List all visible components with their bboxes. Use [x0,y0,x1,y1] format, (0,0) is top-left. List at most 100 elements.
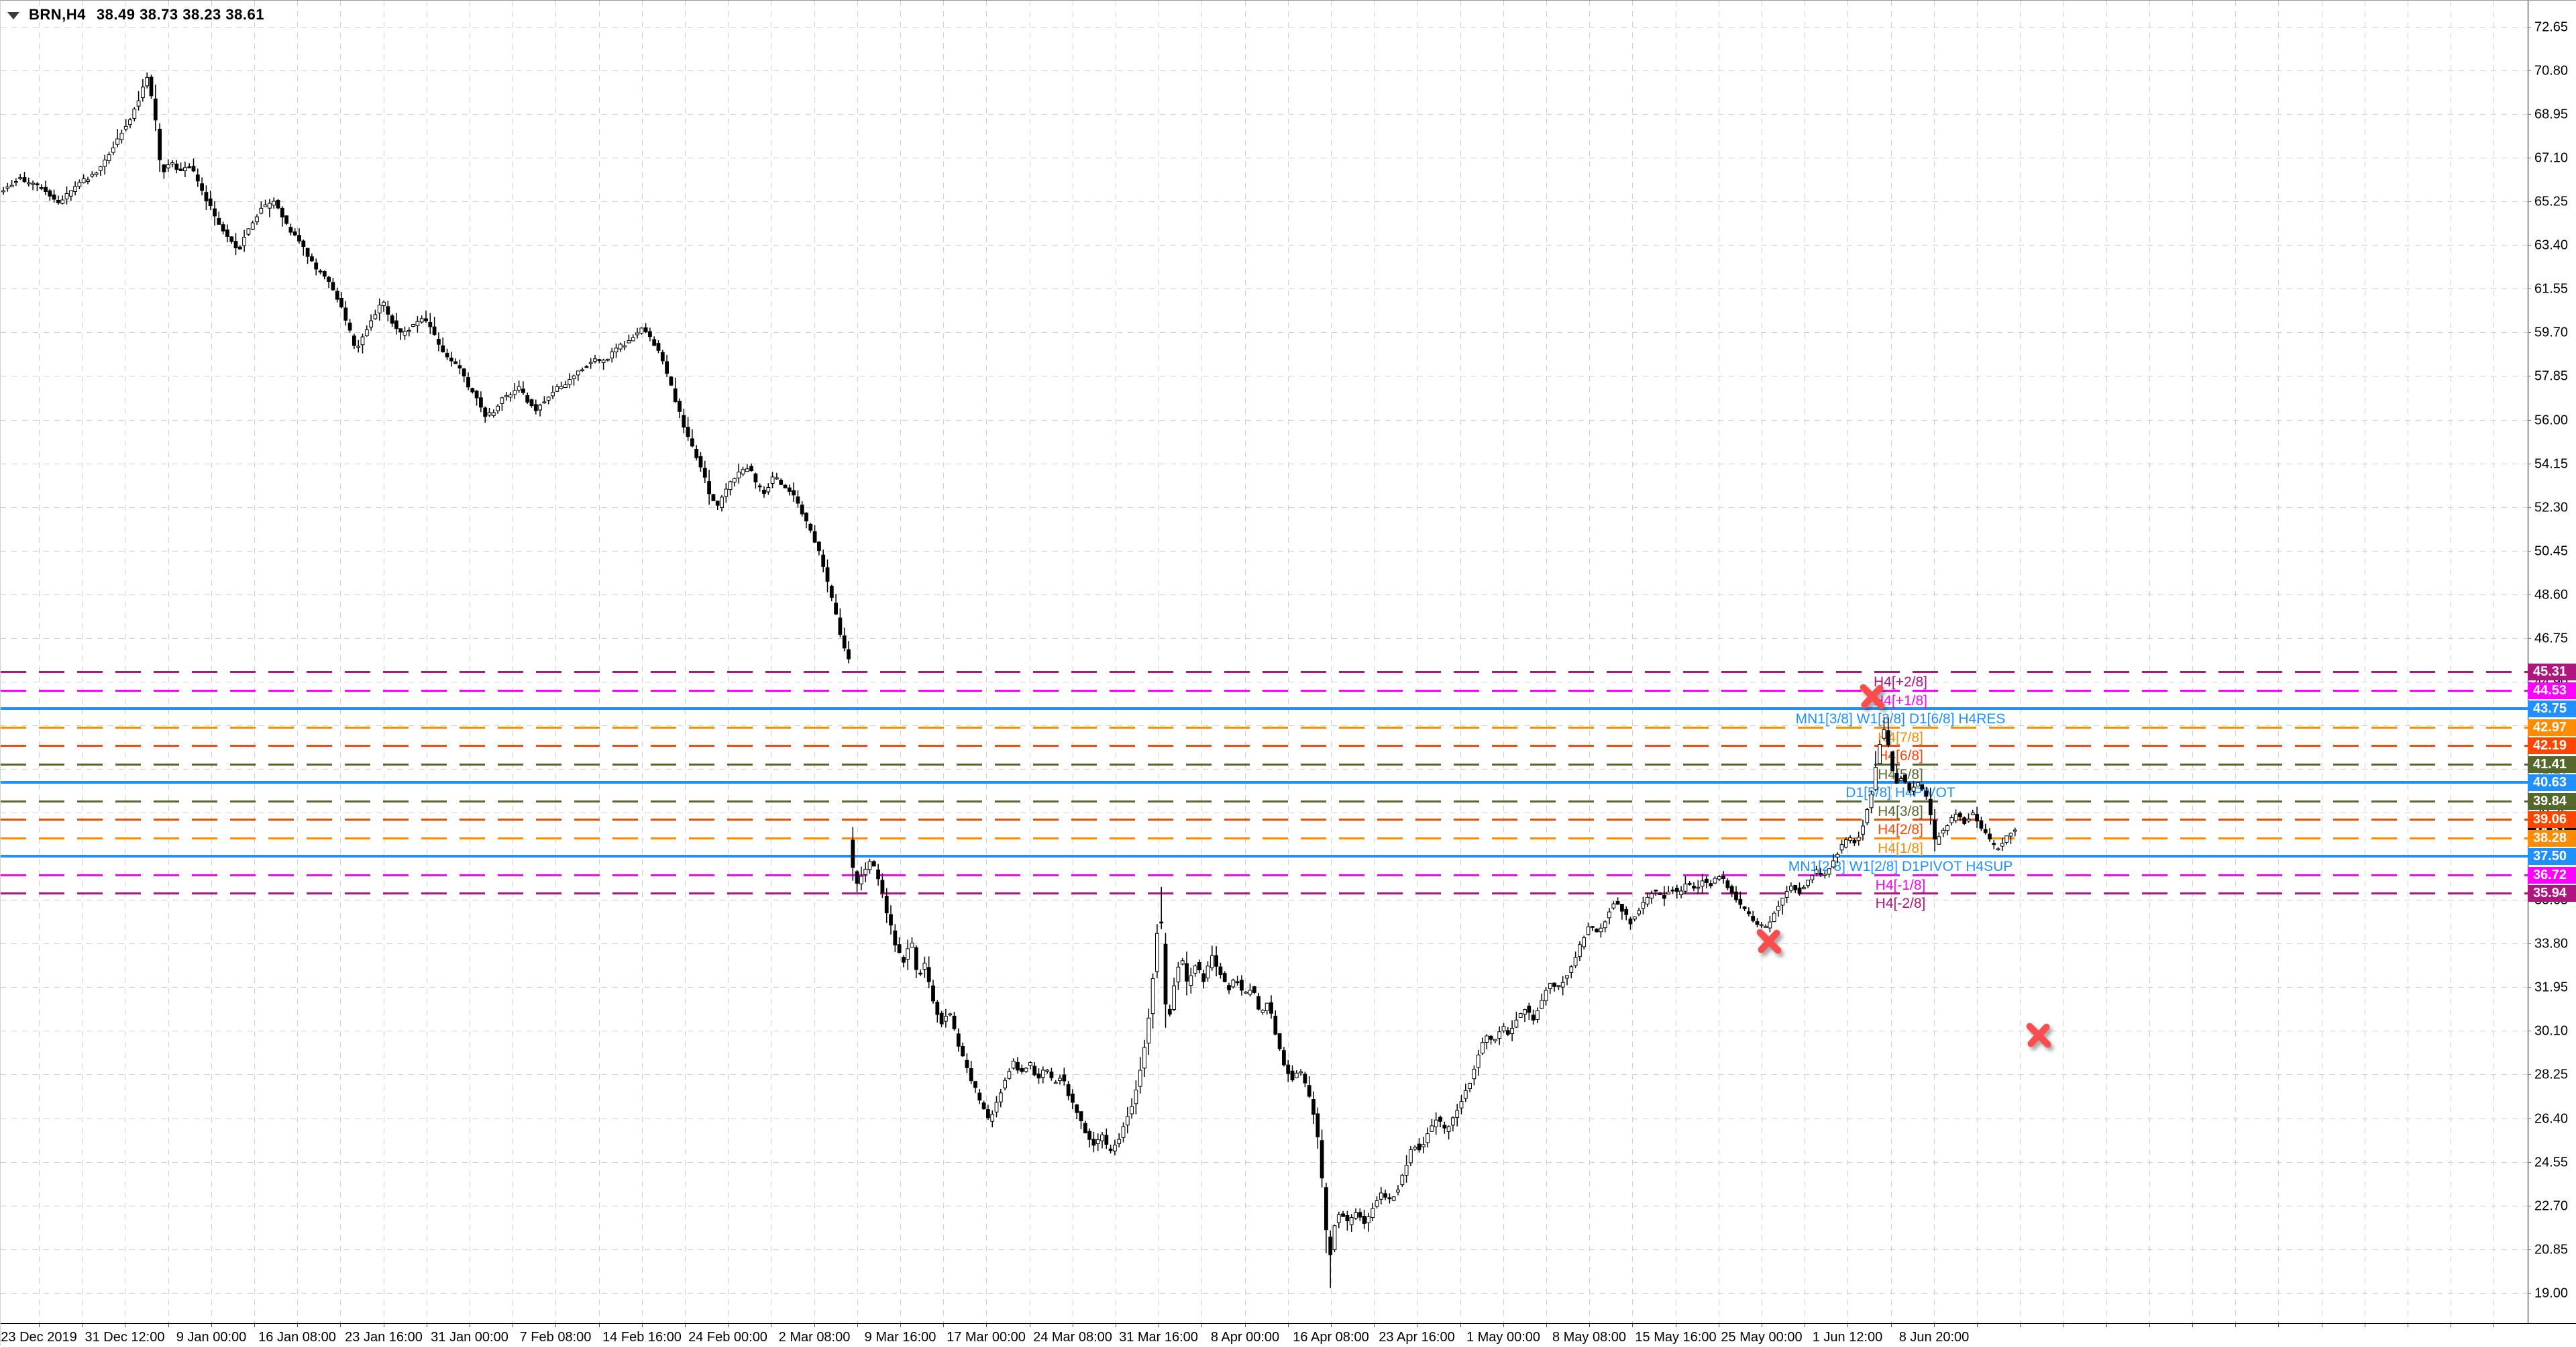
time-tick [168,1324,169,1327]
level-line-h4-3-8-[interactable] [1,800,2528,802]
level-line-h4-5-8-[interactable] [1,763,2528,766]
time-tick [297,1324,298,1327]
price-axis[interactable]: 72.65 70.80 68.95 67.10 65.25 63.40 61.55 59.70… [2526,1,2576,1323]
time-tick [2235,1324,2236,1327]
price-tick [2526,245,2531,246]
price-tick-label: 31.95 [2534,980,2569,995]
time-tick-label: 25 May 00:00 [1721,1330,1803,1345]
v-gridline [1847,1,1848,1323]
price-tick-label: 52.30 [2534,500,2569,515]
time-tick [814,1324,815,1327]
price-tick [2526,550,2531,552]
v-gridline [39,1,40,1323]
v-gridline [1589,1,1590,1323]
time-tick-label: 9 Jan 00:00 [176,1330,247,1345]
level-label: H4[-2/8] [1875,896,1926,911]
h-gridline [1,987,2528,988]
price-tick [2526,201,2531,203]
time-tick-label: 24 Mar 08:00 [1033,1330,1112,1345]
level-price-label: 42.97 [2528,719,2576,736]
v-gridline [168,1,169,1323]
chart-plot-area[interactable]: H4[+2/8] H4[+1/8] MN1[3/8] W1[3/8] D1[6/8]… [1,1,2528,1323]
time-tick [2106,1324,2107,1327]
level-label: H4[3/8] [1878,803,1923,819]
h-gridline [1,943,2528,945]
level-line-h4-6-8-[interactable] [1,745,2528,747]
deleted-sell-cross-1-icon[interactable] [1857,681,1888,712]
price-tick-label: 19.00 [2534,1286,2569,1301]
v-gridline [685,1,686,1323]
deleted-sell-cross-3-icon[interactable] [2023,1020,2054,1051]
h-gridline [1,70,2528,71]
h-gridline [1,114,2528,115]
time-tick-label: 31 Jan 00:00 [431,1330,508,1345]
time-tick [900,1324,901,1327]
time-tick [1331,1324,1332,1327]
level-line-mn1-2-8-w1-2-8-d1pivot-h4sup[interactable] [1,855,2528,858]
v-gridline [728,1,729,1323]
level-line-mn1-3-8-w1-3-8-d1-6-8-h4res[interactable] [1,707,2528,711]
level-price-label: 43.75 [2528,701,2576,718]
time-tick-label: 31 Dec 12:00 [85,1330,165,1345]
level-label: MN1[3/8] W1[3/8] D1[6/8] H4RES [1795,711,2006,727]
level-label: MN1[2/8] W1[2/8] D1PIVOT H4SUP [1788,859,2013,875]
v-gridline [2149,1,2150,1323]
price-tick-label: 26.40 [2534,1111,2569,1126]
h-gridline [1,1292,2528,1294]
price-tick [2526,1074,2531,1076]
time-tick [1632,1324,1633,1327]
time-tick [1977,1324,1978,1327]
h-gridline [1,769,2528,770]
price-tick-label: 33.80 [2534,936,2569,951]
level-label: H4[5/8] [1878,766,1923,782]
price-tick [2526,1292,2531,1294]
level-line-h4-2-8-[interactable] [1,819,2528,821]
price-tick [2526,987,2531,988]
time-tick [599,1324,600,1327]
time-tick [2278,1324,2279,1327]
price-tick-label: 24.55 [2534,1155,2569,1170]
v-gridline [1632,1,1633,1323]
price-tick-label: 50.45 [2534,543,2569,559]
v-gridline [1503,1,1504,1323]
time-tick-label: 23 Jan 16:00 [345,1330,423,1345]
v-gridline [1245,1,1246,1323]
level-line-h4-1-8-[interactable] [1,874,2528,876]
v-gridline [1934,1,1935,1323]
price-tick-label: 68.95 [2534,107,2569,122]
level-line-h4-7-8-[interactable] [1,726,2528,729]
time-tick-label: 1 May 00:00 [1466,1330,1541,1345]
time-tick [943,1324,944,1327]
level-line-h4-1-8-[interactable] [1,837,2528,839]
v-gridline [2235,1,2236,1323]
time-tick-label: 31 Mar 16:00 [1119,1330,1198,1345]
h-gridline [1,637,2528,639]
v-gridline [1546,1,1547,1323]
time-tick [1934,1324,1935,1327]
price-tick-label: 22.70 [2534,1198,2569,1214]
v-gridline [211,1,212,1323]
h-gridline [1,1249,2528,1250]
price-tick [2526,1249,2531,1250]
time-tick-label: 1 Jun 12:00 [1812,1330,1883,1345]
price-tick-label: 67.10 [2534,150,2569,166]
symbol-dropdown-icon[interactable] [7,11,19,19]
time-tick [1589,1324,1590,1327]
level-line-h4-2-8-[interactable] [1,892,2528,894]
level-line-h4-2-8-[interactable] [1,671,2528,674]
v-gridline [900,1,901,1323]
time-tick [2493,1324,2494,1327]
time-tick [2020,1324,2021,1327]
time-tick [555,1324,556,1327]
time-axis[interactable]: 23 Dec 2019 31 Dec 12:00 9 Jan 00:00 16 Jan… [1,1323,2576,1348]
price-tick [2526,507,2531,508]
price-tick-label: 57.85 [2534,368,2569,384]
price-tick [2526,1161,2531,1163]
time-tick [1245,1324,1246,1327]
price-tick-label: 70.80 [2534,63,2569,79]
deleted-sell-cross-2-icon[interactable] [1754,926,1784,957]
level-line-d1-5-8-h4pivot[interactable] [1,781,2528,784]
price-tick [2526,114,2531,115]
level-line-h4-1-8-[interactable] [1,689,2528,692]
